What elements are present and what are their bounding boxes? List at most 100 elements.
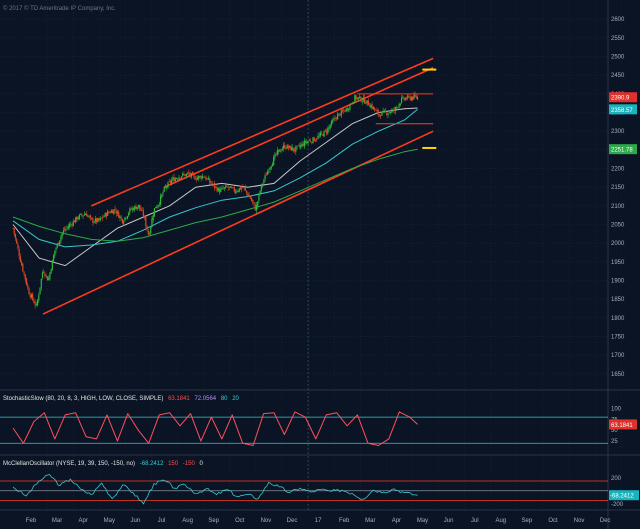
y-tick-label: 1800 bbox=[611, 316, 625, 322]
candle-body bbox=[413, 95, 415, 100]
candle-body bbox=[284, 144, 286, 149]
candlesticks bbox=[12, 91, 419, 309]
candle-body bbox=[311, 142, 313, 143]
price-tag-label: 2358.57 bbox=[611, 108, 633, 114]
candle-body bbox=[378, 114, 381, 116]
candle-body bbox=[39, 287, 41, 294]
candle-body bbox=[249, 196, 251, 199]
candle-body bbox=[238, 188, 240, 192]
candle-body bbox=[123, 221, 125, 224]
candle-body bbox=[54, 250, 56, 256]
candle-body bbox=[306, 141, 308, 144]
candle-body bbox=[233, 187, 235, 192]
channel-line bbox=[90, 57, 434, 207]
candle-body bbox=[349, 104, 351, 110]
candle-body bbox=[276, 150, 278, 155]
candle-body bbox=[91, 217, 93, 220]
candle-body bbox=[140, 208, 142, 211]
price-grid bbox=[0, 18, 608, 375]
y-tick-label: 1700 bbox=[611, 353, 625, 359]
candle-body bbox=[265, 175, 267, 177]
candle-body bbox=[40, 278, 42, 288]
candle-body bbox=[174, 178, 176, 182]
candle-body bbox=[72, 220, 74, 227]
time-axis-ticks: Feb Mar Apr May Jun Jul Aug Sep Oct Nov Dec 17 Feb Ma… bbox=[26, 518, 611, 524]
candle-body bbox=[337, 114, 339, 120]
candle-body bbox=[180, 176, 183, 179]
candle-body bbox=[103, 216, 105, 218]
candle-body bbox=[404, 98, 406, 101]
candle-body bbox=[155, 206, 157, 209]
candle-body bbox=[119, 216, 121, 219]
candle-body bbox=[309, 141, 312, 142]
price-tag-label: 2390.9 bbox=[611, 96, 630, 102]
price-tag-label: 2251.78 bbox=[611, 148, 633, 154]
candle-body bbox=[410, 97, 413, 101]
candle-body bbox=[275, 153, 277, 155]
candle-body bbox=[296, 145, 298, 147]
x-tick-label: Mar bbox=[52, 518, 62, 524]
candle-body bbox=[150, 227, 152, 234]
candle-body bbox=[92, 218, 94, 223]
candle-body bbox=[415, 96, 417, 99]
candle-body bbox=[99, 217, 101, 220]
candle-body bbox=[199, 175, 201, 178]
candle-body bbox=[402, 96, 404, 98]
candle-body bbox=[399, 103, 401, 105]
stochastic-panel: 63.1841 bbox=[12, 411, 637, 446]
candle-body bbox=[271, 164, 274, 167]
candle-body bbox=[83, 214, 85, 216]
candle-body bbox=[173, 177, 175, 182]
candle-body bbox=[375, 109, 377, 111]
candle-body bbox=[269, 167, 271, 171]
y-tick-label: 1850 bbox=[611, 297, 625, 303]
candle-body bbox=[280, 151, 282, 152]
candle-body bbox=[354, 95, 356, 102]
candle-body bbox=[169, 181, 171, 183]
candle-body bbox=[205, 176, 207, 180]
candle-body bbox=[382, 110, 384, 113]
candle-body bbox=[366, 100, 368, 104]
candle-body bbox=[328, 126, 330, 129]
candle-body bbox=[185, 173, 187, 176]
x-tick-label: Aug bbox=[495, 518, 506, 524]
y-tick-label: 1900 bbox=[611, 278, 625, 284]
x-tick-label: Mar bbox=[365, 518, 375, 524]
candle-body bbox=[80, 213, 82, 215]
candle-body bbox=[260, 184, 262, 191]
candle-body bbox=[18, 249, 20, 257]
candle-body bbox=[345, 108, 347, 112]
x-tick-label: Jul bbox=[158, 518, 166, 524]
candle-body bbox=[330, 121, 333, 126]
candle-body bbox=[88, 215, 90, 217]
candle-body bbox=[190, 173, 192, 177]
candle-body bbox=[298, 145, 301, 147]
candle-body bbox=[346, 108, 349, 111]
candle-body bbox=[327, 128, 329, 134]
candle-body bbox=[153, 208, 156, 217]
candle-body bbox=[188, 172, 190, 175]
candle-body bbox=[239, 187, 242, 190]
candle-body bbox=[25, 278, 28, 285]
candle-body bbox=[41, 272, 44, 278]
candle-body bbox=[258, 193, 260, 201]
candle-body bbox=[206, 178, 208, 180]
candle-body bbox=[162, 192, 164, 194]
x-tick-label: Nov bbox=[574, 518, 585, 524]
moving-average-line bbox=[12, 148, 418, 242]
x-tick-label: Dec bbox=[600, 518, 611, 524]
candle-body bbox=[389, 112, 392, 113]
candle-body bbox=[96, 218, 98, 222]
x-tick-label: Apr bbox=[392, 518, 401, 524]
y-tick-label: 2100 bbox=[611, 204, 625, 210]
candle-body bbox=[227, 186, 229, 188]
stochastic-tick-label: 50 bbox=[611, 428, 618, 434]
candle-body bbox=[71, 224, 73, 226]
channel-line bbox=[164, 66, 434, 188]
candle-body bbox=[268, 171, 270, 172]
candle-body bbox=[361, 100, 363, 102]
candle-body bbox=[116, 211, 119, 213]
candle-body bbox=[259, 190, 261, 195]
candle-body bbox=[286, 145, 288, 149]
candle-body bbox=[392, 109, 394, 112]
